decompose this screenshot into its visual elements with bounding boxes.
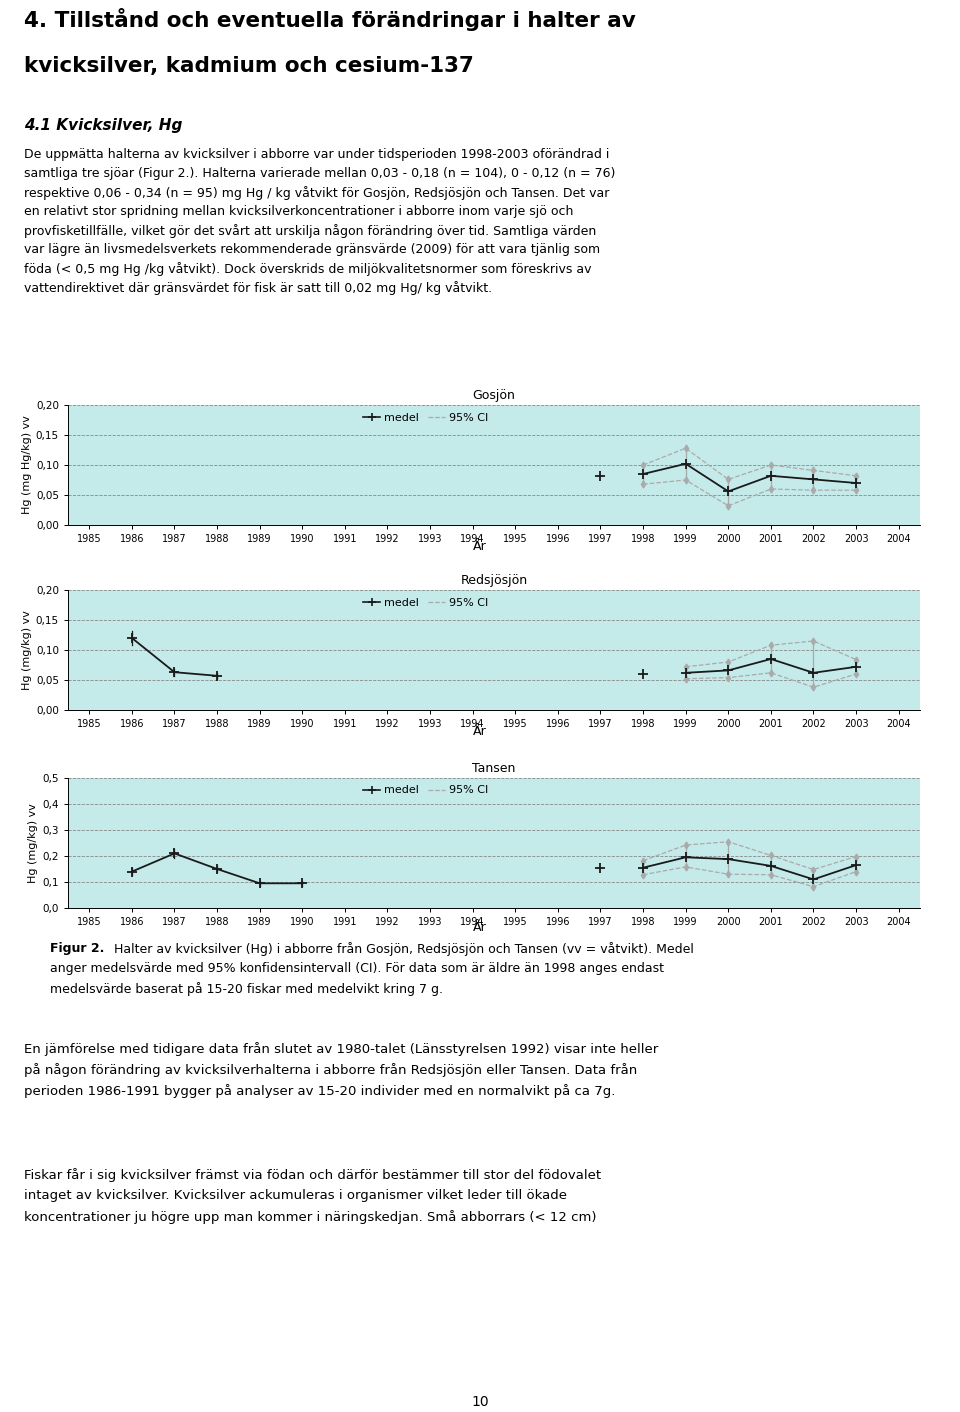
Text: samtliga tre sjöar (Figur 2.). Halterna varierade mellan 0,03 - 0,18 (n = 104), : samtliga tre sjöar (Figur 2.). Halterna … bbox=[24, 167, 615, 179]
Y-axis label: Hg (mg/kg) vv: Hg (mg/kg) vv bbox=[28, 803, 38, 882]
Text: perioden 1986-1991 bygger på analyser av 15-20 individer med en normalvikt på ca: perioden 1986-1991 bygger på analyser av… bbox=[24, 1084, 615, 1099]
Legend: medel, 95% CI: medel, 95% CI bbox=[359, 408, 492, 426]
Text: En jämförelse med tidigare data från slutet av 1980-talet (Länsstyrelsen 1992) v: En jämförelse med tidigare data från slu… bbox=[24, 1042, 659, 1056]
Y-axis label: Hg (mg/kg) vv: Hg (mg/kg) vv bbox=[22, 610, 32, 690]
Text: koncentrationer ju högre upp man kommer i näringskedjan. Små abborrars (< 12 cm): koncentrationer ju högre upp man kommer … bbox=[24, 1210, 596, 1224]
Text: Halter av kvicksilver (Hg) i abborre från Gosjön, Redsjösjön och Tansen (vv = vå: Halter av kvicksilver (Hg) i abborre frå… bbox=[110, 942, 694, 956]
Text: anger medelsvärde med 95% konfidensintervall (CI). För data som är äldre än 1998: anger medelsvärde med 95% konfidensinter… bbox=[50, 962, 664, 976]
Text: på någon förändring av kvicksilverhalterna i abborre från Redsjösjön eller Tanse: på någon förändring av kvicksilverhalter… bbox=[24, 1063, 637, 1077]
Legend: medel, 95% CI: medel, 95% CI bbox=[359, 593, 492, 611]
Text: intaget av kvicksilver. Kvicksilver ackumuleras i organismer vilket leder till ö: intaget av kvicksilver. Kvicksilver acku… bbox=[24, 1189, 567, 1202]
Text: 4.1 Kvicksilver, Hg: 4.1 Kvicksilver, Hg bbox=[24, 119, 182, 133]
Text: År: År bbox=[473, 921, 487, 933]
Text: medelsvärde baserat på 15-20 fiskar med medelvikt kring 7 g.: medelsvärde baserat på 15-20 fiskar med … bbox=[50, 981, 443, 995]
Text: vattendirektivet där gränsvärdet för fisk är satt till 0,02 mg Hg/ kg våtvikt.: vattendirektivet där gränsvärdet för fis… bbox=[24, 281, 492, 295]
Text: De uppмätta halterna av kvicksilver i abborre var under tidsperioden 1998-2003 o: De uppмätta halterna av kvicksilver i ab… bbox=[24, 148, 610, 161]
Text: Fiskar får i sig kvicksilver främst via födan och därför bestämmer till stor del: Fiskar får i sig kvicksilver främst via … bbox=[24, 1168, 601, 1182]
Y-axis label: Hg (mg Hg/kg) vv: Hg (mg Hg/kg) vv bbox=[22, 415, 32, 514]
Title: Gosjön: Gosjön bbox=[472, 390, 516, 402]
Title: Tansen: Tansen bbox=[472, 762, 516, 775]
Text: respektive 0,06 - 0,34 (n = 95) mg Hg / kg våtvikt för Gosjön, Redsjösjön och Ta: respektive 0,06 - 0,34 (n = 95) mg Hg / … bbox=[24, 186, 610, 201]
Text: 4. Tillstånd och eventuella förändringar i halter av: 4. Tillstånd och eventuella förändringar… bbox=[24, 8, 636, 31]
Text: föda (< 0,5 mg Hg /kg våtvikt). Dock överskrids de miljökvalitetsnormer som före: föda (< 0,5 mg Hg /kg våtvikt). Dock öve… bbox=[24, 263, 591, 275]
Text: provfisketillfälle, vilket gör det svårt att urskilja någon förändring över tid.: provfisketillfälle, vilket gör det svårt… bbox=[24, 225, 596, 239]
Text: År: År bbox=[473, 724, 487, 738]
Text: kvicksilver, kadmium och cesium-137: kvicksilver, kadmium och cesium-137 bbox=[24, 56, 474, 76]
Text: en relativt stor spridning mellan kvicksilverkoncentrationer i abborre inom varj: en relativt stor spridning mellan kvicks… bbox=[24, 205, 573, 217]
Text: Figur 2.: Figur 2. bbox=[50, 942, 105, 955]
Title: Redsjösjön: Redsjösjön bbox=[461, 575, 528, 587]
Legend: medel, 95% CI: medel, 95% CI bbox=[359, 781, 492, 799]
Text: var lägre än livsmedelsverkets rekommenderade gränsvärde (2009) för att vara tjä: var lägre än livsmedelsverkets rekommend… bbox=[24, 243, 600, 256]
Text: 10: 10 bbox=[471, 1395, 489, 1409]
Text: År: År bbox=[473, 539, 487, 554]
